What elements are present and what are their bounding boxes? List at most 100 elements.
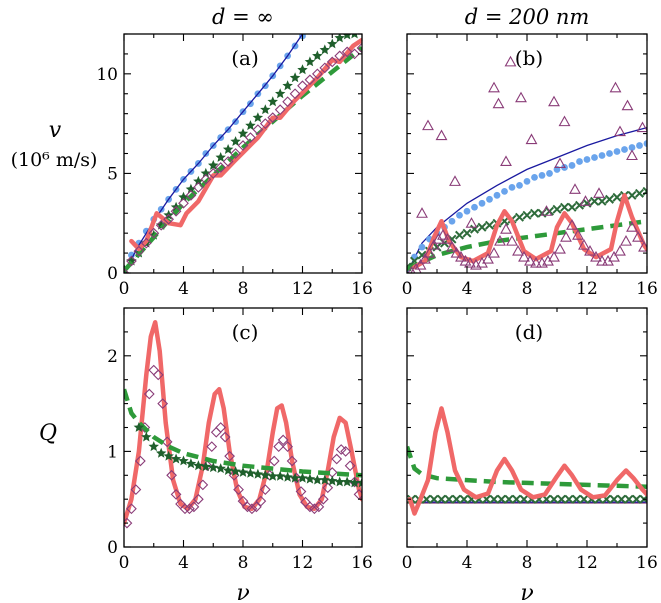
point-star xyxy=(327,475,338,486)
point-star xyxy=(319,44,330,55)
point-star xyxy=(237,128,249,138)
point-diamond xyxy=(148,227,160,239)
point-diamond xyxy=(210,426,222,438)
point-diamond xyxy=(274,104,286,116)
point-diamond xyxy=(289,88,301,100)
point-star xyxy=(282,471,293,482)
point-triangle xyxy=(572,229,584,240)
line-blue xyxy=(124,34,304,273)
panel-d: 0 4 8 12 16 (d) xyxy=(402,307,658,573)
point-triangle xyxy=(435,129,448,141)
point-triangle xyxy=(515,91,527,103)
point-triangle xyxy=(578,238,590,250)
point-blue-dot xyxy=(478,199,486,207)
point-star xyxy=(133,422,145,432)
point-triangle xyxy=(488,81,500,93)
point-diamond xyxy=(188,501,200,513)
point-cross xyxy=(477,222,487,232)
point-star xyxy=(178,455,189,466)
x-tick-label: 8 xyxy=(238,279,249,299)
x-tick-label: 0 xyxy=(402,279,413,299)
point-cross xyxy=(451,494,462,504)
point-triangle xyxy=(626,149,638,161)
point-star xyxy=(356,477,362,488)
point-triangle xyxy=(593,187,605,198)
y-axis-unit-velocity: (10⁶ m/s) xyxy=(11,149,98,171)
point-diamond xyxy=(326,56,338,68)
point-cross xyxy=(489,494,499,504)
series-a-purple-diamonds xyxy=(124,42,362,273)
point-triangle xyxy=(407,265,416,273)
x-axis-title-right: ν xyxy=(520,581,533,603)
point-star xyxy=(193,460,204,471)
point-triangle xyxy=(455,250,467,262)
line-pink xyxy=(124,320,362,526)
x-tick-label: 12 xyxy=(576,279,598,299)
point-cross xyxy=(552,204,562,214)
x-tick-label: 8 xyxy=(238,553,249,573)
series-b-green-dashed xyxy=(407,218,647,272)
point-star xyxy=(267,96,278,107)
point-diamond xyxy=(252,124,264,135)
point-cross xyxy=(444,494,454,504)
plot-area-a xyxy=(124,34,362,273)
point-triangle xyxy=(500,155,512,167)
series-d-green-dashed xyxy=(407,445,647,490)
point-triangle xyxy=(419,252,431,264)
plot-area-d xyxy=(407,406,647,516)
point-triangle xyxy=(450,246,463,258)
point-diamond xyxy=(124,267,130,273)
point-blue-dot xyxy=(456,211,463,219)
point-diamond xyxy=(152,369,164,381)
y-tick-label: 10 xyxy=(96,65,118,85)
point-cross xyxy=(529,208,540,218)
point-diamond xyxy=(237,495,249,507)
point-blue-dot xyxy=(471,203,478,211)
point-diamond xyxy=(304,74,316,86)
point-star xyxy=(215,152,226,162)
point-star xyxy=(193,175,204,186)
point-cross xyxy=(571,494,582,504)
column-title-left: d = ∞ xyxy=(212,5,274,29)
point-diamond xyxy=(311,68,323,80)
point-triangle xyxy=(464,256,476,268)
point-triangle xyxy=(488,246,500,258)
point-cross xyxy=(436,494,447,504)
point-star xyxy=(148,441,159,452)
point-star xyxy=(178,191,189,202)
point-blue-dot xyxy=(606,150,613,157)
line-pink xyxy=(407,406,647,516)
point-diamond xyxy=(124,517,133,529)
point-blue-dot xyxy=(568,162,576,169)
point-triangle xyxy=(492,97,505,109)
x-tick-label: 4 xyxy=(178,553,189,573)
point-diamond xyxy=(133,245,145,257)
x-tick-label: 0 xyxy=(119,553,130,573)
point-triangle xyxy=(614,125,626,137)
point-cross xyxy=(421,494,432,504)
svg-text:d = ∞: d = ∞ xyxy=(212,5,274,29)
point-triangle xyxy=(548,250,560,262)
point-cross xyxy=(627,190,637,200)
series-d-pink-curve xyxy=(407,406,647,516)
point-cross xyxy=(564,494,574,504)
point-diamond xyxy=(356,42,362,54)
point-diamond xyxy=(349,48,360,60)
point-diamond xyxy=(200,174,212,185)
point-star xyxy=(297,472,308,483)
point-triangle xyxy=(530,256,542,268)
point-cross xyxy=(454,230,465,240)
point-diamond xyxy=(130,484,142,496)
point-star xyxy=(304,56,316,67)
series-c-pink-curve xyxy=(124,320,362,526)
point-triangle xyxy=(626,221,638,232)
point-star xyxy=(222,144,234,154)
line-green-dashed xyxy=(124,46,362,273)
series-b-blue-line xyxy=(407,126,647,273)
point-cross xyxy=(589,196,600,206)
point-diamond xyxy=(126,255,137,267)
point-star xyxy=(289,472,301,483)
point-triangle xyxy=(441,233,454,244)
point-cross xyxy=(631,494,642,504)
point-diamond xyxy=(334,50,346,62)
